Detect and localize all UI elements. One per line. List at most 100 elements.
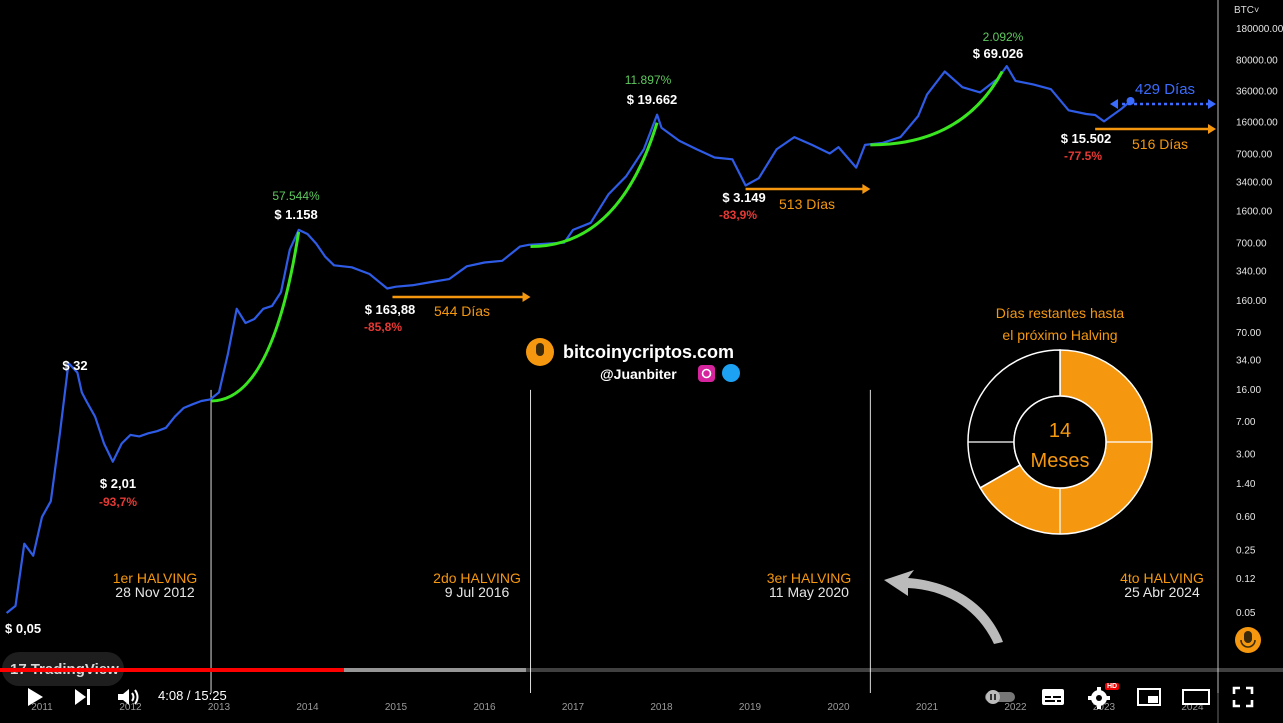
price-label: $ 32 — [62, 358, 87, 373]
y-tick-label: 34.00 — [1236, 356, 1261, 367]
miniplayer-icon — [1137, 688, 1161, 706]
y-tick-label: 0.05 — [1236, 608, 1256, 619]
instagram-icon — [698, 365, 715, 382]
drawdown-label: -85,8% — [364, 320, 402, 334]
halving-title: 4to HALVING — [1120, 570, 1204, 586]
x-tick-label: 2015 — [385, 702, 408, 713]
miniplayer-button[interactable] — [1134, 682, 1164, 712]
y-tick-label: 7.00 — [1236, 417, 1256, 428]
halving-title: 3er HALVING — [767, 570, 852, 586]
x-tick-label: 2018 — [650, 702, 673, 713]
days-label: 516 Días — [1132, 136, 1188, 152]
current-price-dot — [1126, 96, 1135, 105]
settings-button[interactable]: HD — [1086, 682, 1120, 712]
donut-title-line1: Días restantes hasta — [996, 305, 1125, 321]
price-label: $ 163,88 — [365, 302, 416, 317]
price-label: $ 2,01 — [100, 476, 136, 491]
time-display: 4:08 / 15:25 — [158, 688, 227, 703]
price-axis: BTC ˅ 180000.00 80000.00 36000.00 16000.00 700… — [1217, 0, 1283, 723]
fullscreen-icon — [1232, 686, 1254, 708]
gain-label: 57.544% — [272, 189, 320, 203]
y-tick-label: 0.12 — [1236, 574, 1256, 585]
progress-played — [0, 668, 344, 672]
arrow-head-icon — [862, 184, 871, 194]
donut-center-value: 14 — [1049, 420, 1071, 442]
x-tick-label: 2023 — [1093, 702, 1116, 713]
y-tick-label: 0.60 — [1236, 512, 1256, 523]
price-label: $ 1.158 — [274, 207, 317, 222]
drawdown-label: -77.5% — [1064, 149, 1102, 163]
cycle-curve — [530, 122, 659, 249]
skip-next-icon — [75, 689, 90, 705]
fullscreen-button[interactable] — [1228, 682, 1258, 712]
progress-bar[interactable] — [0, 668, 1283, 672]
annotations: $ 0,05 $ 32 $ 2,01 -93,7% $ 1.158 57.544% $ 16… — [5, 30, 1195, 636]
halving-date: 25 Abr 2024 — [1124, 584, 1200, 600]
price-label: $ 69.026 — [973, 46, 1024, 61]
cycle-curve — [870, 70, 1004, 147]
halving-date: 28 Nov 2012 — [115, 584, 195, 600]
gain-label: 11.897% — [625, 73, 672, 87]
x-tick-label: 2014 — [296, 702, 319, 713]
halving-date: 11 May 2020 — [769, 584, 849, 600]
channel-logo-icon — [1235, 627, 1261, 653]
next-button[interactable] — [68, 682, 98, 712]
y-tick-label: 36000.00 — [1236, 86, 1278, 97]
y-tick-label: 16000.00 — [1236, 118, 1278, 129]
y-tick-label: 160.00 — [1236, 296, 1267, 307]
y-tick-label: 180000.00 — [1236, 24, 1283, 35]
x-tick-label: 2011 — [31, 702, 53, 713]
x-tick-label: 2019 — [739, 702, 762, 713]
y-tick-label: 1.40 — [1236, 479, 1256, 490]
cycle-curve — [211, 231, 301, 403]
drawdown-label: -93,7% — [99, 495, 137, 509]
y-tick-label: 1600.00 — [1236, 207, 1273, 218]
y-tick-label: 0.25 — [1236, 546, 1256, 557]
mute-button[interactable] — [114, 682, 144, 712]
halving-title: 1er HALVING — [113, 570, 198, 586]
price-line — [5, 64, 1132, 614]
halving-lines — [210, 0, 1219, 693]
theater-button[interactable] — [1180, 682, 1212, 712]
subtitles-button[interactable] — [1038, 682, 1068, 712]
x-tick-label: 2021 — [916, 702, 939, 713]
y-tick-label: 700.00 — [1236, 239, 1267, 250]
y-tick-label: 340.00 — [1236, 267, 1267, 278]
autoplay-toggle-icon — [985, 690, 1015, 704]
autoplay-toggle[interactable] — [982, 682, 1018, 712]
x-tick-label: 2016 — [473, 702, 496, 713]
hd-badge: HD — [1105, 683, 1120, 690]
subtitles-icon — [1042, 689, 1064, 705]
cycle-curves — [211, 70, 1004, 403]
price-label: $ 3.149 — [722, 190, 765, 205]
arrow-head-icon — [522, 292, 531, 302]
watermark: bitcoinycriptos.com @Juanbiter — [526, 338, 740, 382]
arrow-head-icon — [1208, 99, 1216, 109]
price-label: $ 0,05 — [5, 621, 41, 636]
x-tick-label: 2017 — [562, 702, 585, 713]
y-tick-label: 70.00 — [1236, 328, 1261, 339]
microphone-icon-body — [536, 343, 544, 356]
price-series — [5, 64, 1132, 614]
theater-mode-icon — [1182, 689, 1210, 705]
y-tick-label: 16.00 — [1236, 385, 1261, 396]
current-time: 4:08 — [158, 688, 184, 703]
price-label: $ 19.662 — [627, 92, 678, 107]
drawdown-label: -83,9% — [719, 208, 757, 222]
play-icon — [28, 688, 43, 706]
play-button[interactable] — [20, 682, 50, 712]
handle: @Juanbiter — [600, 366, 677, 382]
gear-icon — [1088, 687, 1110, 709]
year-axis: 2011 2012 2013 2014 2015 2016 2017 2018 2019 2020… — [31, 702, 1204, 713]
time-separator: / — [183, 688, 195, 703]
donut-hole — [1013, 395, 1107, 489]
x-tick-label: 2024 — [1181, 702, 1204, 713]
twitter-icon — [722, 364, 740, 382]
x-tick-label: 2013 — [208, 702, 231, 713]
x-tick-label: 2022 — [1004, 702, 1027, 713]
days-label: 513 Días — [779, 196, 835, 212]
halving-title: 2do HALVING — [433, 570, 521, 586]
arrow-head-icon — [1110, 99, 1118, 109]
